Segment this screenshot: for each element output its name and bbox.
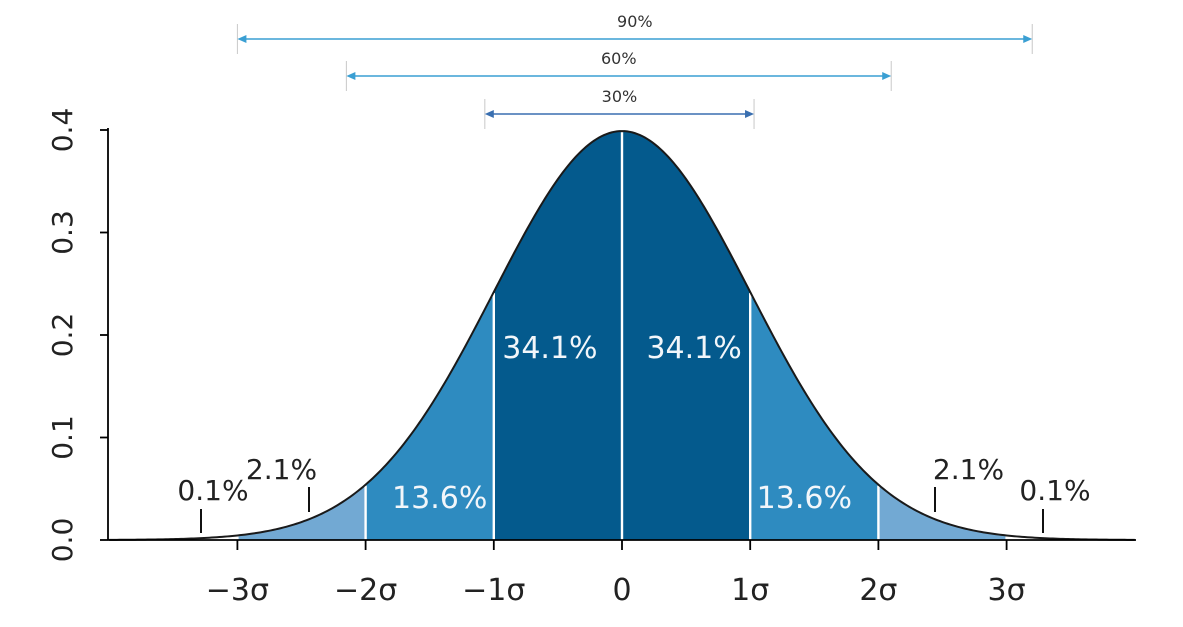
y-tick-label: 0.1 — [46, 415, 79, 460]
band-value-label: 2.1% — [246, 453, 317, 486]
band-value-label: 13.6% — [757, 481, 852, 516]
interval-60-percent: 60% — [345, 49, 892, 91]
band-value-label: 13.6% — [392, 481, 487, 516]
band-value-label: 34.1% — [502, 331, 597, 366]
y-tick-label: 0.0 — [46, 518, 79, 563]
tail-value-label: 0.1% — [177, 474, 248, 507]
x-tick-label: 0 — [612, 573, 631, 608]
tail-value-label: 0.1% — [1019, 474, 1090, 507]
band-area-5 — [878, 484, 1007, 540]
x-tick-label: −3σ — [206, 573, 269, 608]
interval-30-percent: 30% — [484, 87, 755, 129]
band-value-label: 2.1% — [933, 453, 1004, 486]
interval-label: 90% — [617, 12, 653, 31]
x-ticks: −3σ −2σ −1σ 0 1σ 2σ 3σ — [206, 540, 1026, 608]
interval-90-percent: 90% — [236, 12, 1033, 54]
interval-arrowhead-right — [882, 72, 892, 80]
band-value-label: 34.1% — [646, 331, 741, 366]
x-tick-label: 1σ — [731, 573, 769, 608]
band-labels: 2.1% 13.6% 34.1% 34.1% 13.6% 2.1% — [246, 331, 1004, 516]
confidence-intervals: 90% 60% 30% — [236, 12, 1033, 129]
y-tick-label: 0.2 — [46, 313, 79, 358]
interval-label: 30% — [602, 87, 638, 106]
normal-curve — [109, 130, 1135, 541]
dividers-layer — [236, 132, 1008, 540]
y-ticks: 0.0 0.1 0.2 0.3 0.4 — [46, 108, 108, 563]
y-tick-label: 0.3 — [46, 210, 79, 255]
x-tick-label: −2σ — [334, 573, 397, 608]
interval-arrowhead-left — [237, 35, 247, 43]
x-tick-label: 2σ — [859, 573, 897, 608]
interval-arrowhead-right — [745, 110, 755, 118]
tail-labels: 0.1% 0.1% — [177, 474, 1091, 533]
interval-arrowhead-left — [346, 72, 356, 80]
x-tick-label: −1σ — [462, 573, 525, 608]
interval-label: 60% — [601, 49, 637, 68]
x-tick-label: 3σ — [988, 573, 1026, 608]
interval-arrowhead-left — [484, 110, 494, 118]
interval-arrowhead-right — [1023, 35, 1033, 43]
y-tick-label: 0.4 — [46, 108, 79, 153]
band-area-0 — [237, 484, 366, 540]
